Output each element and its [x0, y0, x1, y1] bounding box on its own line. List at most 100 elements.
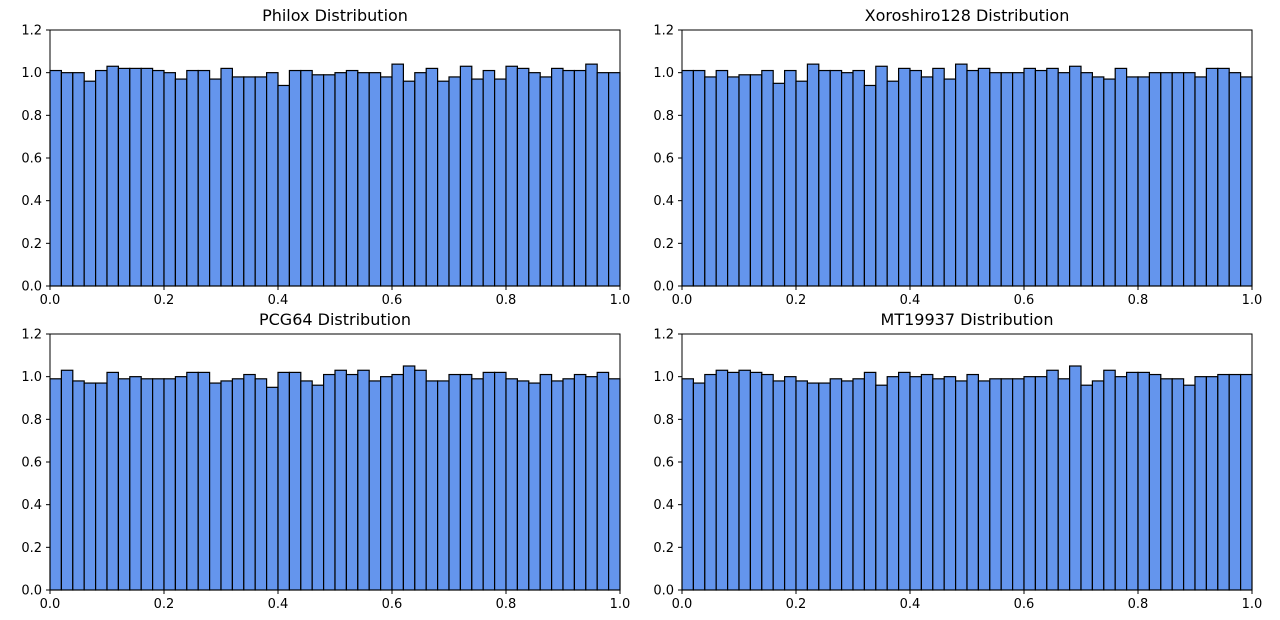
- histogram-bar: [1217, 373, 1230, 591]
- histogram-bar: [1034, 376, 1048, 591]
- histogram-bar: [357, 72, 370, 287]
- histogram-bar: [704, 373, 717, 591]
- histogram-bar: [345, 373, 359, 591]
- histogram-bar: [875, 65, 888, 287]
- histogram-bar: [863, 84, 877, 287]
- y-tick-label: 0.2: [653, 541, 674, 556]
- histogram-bar: [1137, 371, 1150, 591]
- histogram-bar: [482, 371, 496, 591]
- histogram-bar: [1182, 384, 1196, 591]
- chart-title: Philox Distribution: [262, 6, 408, 25]
- histogram-bar: [448, 373, 461, 591]
- histogram-bar: [863, 371, 877, 591]
- histogram-bar: [897, 67, 911, 287]
- x-tick-label: 1.0: [1242, 597, 1263, 612]
- histogram-bar: [909, 376, 922, 591]
- y-tick-label: 0.6: [653, 152, 674, 167]
- y-tick-label: 0.8: [21, 109, 42, 124]
- x-tick-label: 0.6: [382, 293, 403, 308]
- histogram-bar: [1046, 67, 1059, 287]
- histogram-bar: [437, 380, 450, 591]
- histogram-bar: [311, 384, 325, 591]
- histogram-bar: [550, 67, 564, 287]
- histogram-bar: [186, 69, 199, 287]
- histogram-bar: [402, 80, 416, 287]
- x-tick-label: 0.2: [154, 293, 175, 308]
- histogram-bar: [186, 371, 199, 591]
- histogram-bar: [528, 72, 541, 287]
- x-tick-label: 0.6: [1014, 597, 1035, 612]
- y-tick-label: 0.8: [653, 413, 674, 428]
- chart-title: MT19937 Distribution: [881, 310, 1054, 329]
- histogram-bar: [715, 369, 729, 591]
- histogram-bar: [174, 376, 188, 591]
- histogram-bar: [414, 72, 427, 287]
- histogram-bar: [277, 84, 290, 287]
- histogram-bar: [197, 371, 211, 591]
- histogram-bar: [163, 72, 176, 287]
- histogram-bar: [1182, 72, 1196, 287]
- histogram-bar: [886, 376, 900, 591]
- y-tick-label: 0.6: [21, 152, 42, 167]
- histogram-bar: [1103, 78, 1116, 287]
- histogram-bar: [243, 76, 256, 287]
- histogram-bar: [505, 65, 518, 287]
- histogram-bar: [573, 69, 587, 287]
- histogram-bar: [539, 76, 553, 287]
- histogram-bar: [932, 67, 945, 287]
- subplot-3: 0.0 0.2 0.4 0.6 0.8 1.0 0.0 0.2 0.4 0.6 0.8 1.0 1.2 P…: [21, 310, 630, 612]
- histogram-bar: [932, 378, 945, 591]
- histogram-bar: [1023, 67, 1036, 287]
- histogram-bar: [1080, 72, 1093, 287]
- histogram-bar: [368, 72, 382, 287]
- histogram-bar: [72, 380, 85, 591]
- histogram-bar: [840, 380, 854, 591]
- histogram-bar: [49, 69, 62, 287]
- histogram-bar: [494, 371, 507, 591]
- subplot-1: 0.0 0.2 0.4 0.6 0.8 1.0 0.0 0.2 0.4 0.6 0.8 1.0 1.2 P…: [21, 6, 630, 308]
- histogram-bar: [977, 67, 991, 287]
- chart-title: PCG64 Distribution: [259, 310, 411, 329]
- histogram-bar: [300, 380, 313, 591]
- histogram-bar: [437, 80, 450, 287]
- histogram-bar: [1091, 76, 1105, 287]
- histogram-bar: [311, 74, 325, 287]
- y-tick-label: 0.0: [653, 584, 674, 599]
- histogram-bar: [852, 378, 865, 591]
- histogram-bar: [323, 74, 336, 287]
- histogram-bar: [1080, 384, 1093, 591]
- x-tick-label: 0.4: [268, 597, 289, 612]
- histogram-bar: [607, 72, 621, 287]
- x-tick-label: 0.0: [672, 293, 693, 308]
- x-tick-label: 0.0: [672, 597, 693, 612]
- histogram-bar: [840, 72, 854, 287]
- y-tick-label: 1.0: [21, 66, 42, 81]
- y-tick-label: 0.0: [21, 280, 42, 295]
- y-tick-label: 0.2: [21, 237, 42, 252]
- x-tick-label: 0.2: [154, 597, 175, 612]
- histogram-bar: [806, 63, 820, 287]
- histogram-bar: [1228, 72, 1242, 287]
- histogram-bar: [129, 67, 142, 287]
- histogram-bar: [494, 78, 507, 287]
- histogram-bar: [585, 376, 598, 591]
- histogram-bar: [152, 378, 165, 591]
- histogram-bar: [163, 378, 176, 591]
- histogram-bar: [966, 69, 979, 287]
- y-tick-label: 0.4: [653, 194, 674, 209]
- histogram-bar: [482, 69, 496, 287]
- histogram-bar: [1239, 76, 1253, 287]
- histogram-bar: [829, 69, 843, 287]
- histogram-bar: [516, 380, 530, 591]
- histogram-bar: [323, 373, 336, 591]
- histogram-bar: [562, 69, 575, 287]
- x-tick-label: 0.0: [40, 597, 61, 612]
- histogram-bar: [72, 72, 85, 287]
- histogram-bar: [1046, 369, 1059, 591]
- x-tick-label: 1.0: [1242, 293, 1263, 308]
- histogram-bar: [539, 373, 553, 591]
- x-tick-label: 0.2: [786, 597, 807, 612]
- histogram-bar: [795, 80, 808, 287]
- histogram-bar: [943, 376, 957, 591]
- histogram-bar: [94, 382, 108, 591]
